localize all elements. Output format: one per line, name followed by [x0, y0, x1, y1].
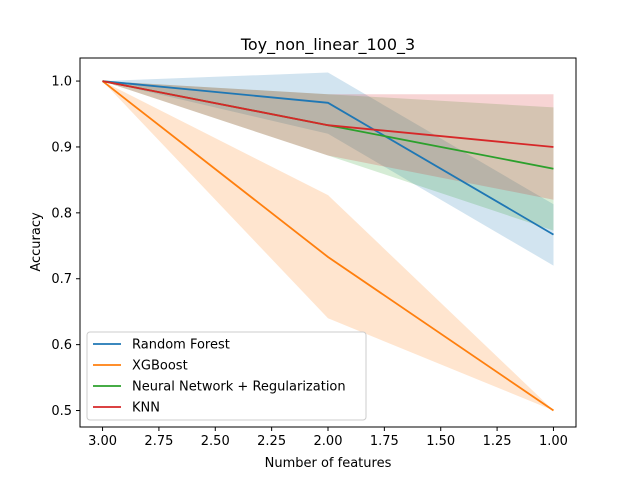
- x-tick-label: 1.75: [370, 434, 399, 449]
- x-axis: 3.00 2.75 2.50 2.25 2.00 1.75 1.50 1.25 1.00: [88, 427, 568, 449]
- line-series-1: [101, 80, 555, 412]
- x-tick-label: 1.50: [426, 434, 455, 449]
- y-tick-label: 0.5: [51, 404, 72, 419]
- legend-label: XGBoost: [132, 359, 188, 374]
- legend-label: KNN: [132, 401, 160, 416]
- x-tick-label: 2.25: [257, 434, 286, 449]
- x-tick-label: 1.00: [539, 434, 568, 449]
- band-series-1: [102, 81, 554, 411]
- legend-label: Neural Network + Regularization: [132, 380, 346, 395]
- y-tick-label: 0.7: [51, 272, 72, 287]
- line-series-3: [102, 80, 554, 148]
- y-tick-label: 0.9: [51, 140, 72, 155]
- x-tick-label: 1.25: [483, 434, 512, 449]
- band-series-2: [102, 81, 554, 231]
- legend-box: [86, 331, 367, 421]
- x-tick-label: 2.00: [314, 434, 343, 449]
- legend-label: Random Forest: [132, 338, 230, 353]
- band-series-0: [102, 72, 554, 266]
- y-tick-label: 1.0: [51, 75, 72, 90]
- y-axis: 0.5 0.6 0.7 0.8 0.9 1.0: [51, 75, 80, 419]
- x-axis-label: Number of features: [265, 456, 392, 471]
- x-tick-label: 2.75: [144, 434, 173, 449]
- x-tick-label: 3.00: [88, 434, 117, 449]
- confidence-bands: [102, 72, 554, 411]
- band-series-3: [102, 81, 554, 200]
- legend: Random Forest XGBoost Neural Network + Reg…: [86, 331, 367, 421]
- chart-title: Toy_non_linear_100_3: [240, 35, 415, 55]
- series-lines: [101, 80, 555, 412]
- line-series-0: [102, 80, 554, 236]
- x-tick-label: 2.50: [201, 434, 230, 449]
- y-axis-label: Accuracy: [29, 212, 44, 272]
- y-tick-label: 0.6: [51, 338, 72, 353]
- y-tick-label: 0.8: [51, 206, 72, 221]
